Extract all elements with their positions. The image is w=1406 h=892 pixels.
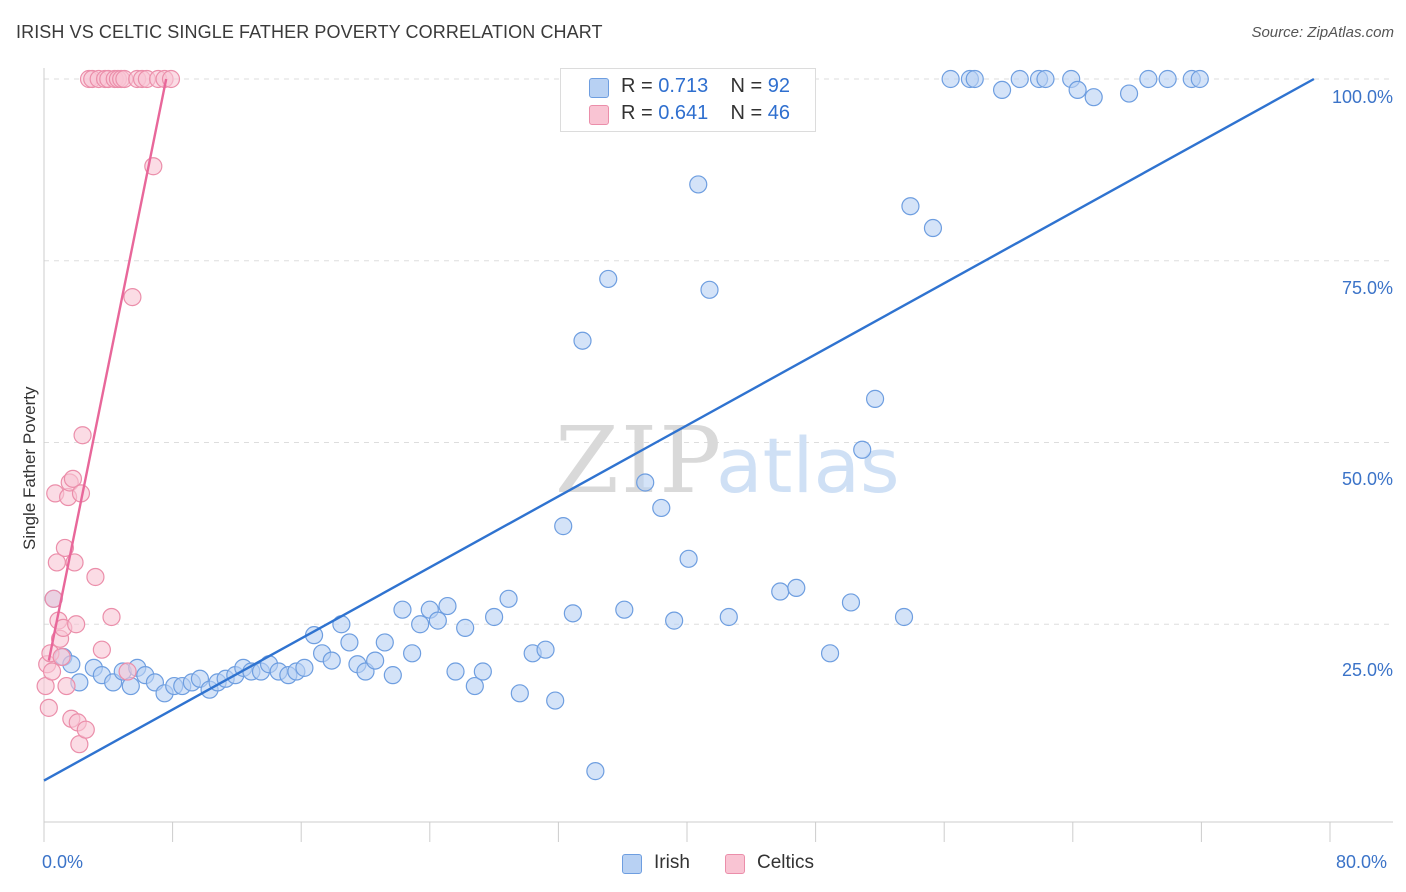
irish-point-54 — [546, 691, 565, 710]
irish-point-68 — [771, 582, 790, 601]
x-tick-max: 80.0% — [1336, 852, 1388, 872]
celtics-point-4 — [42, 662, 62, 681]
irish-point-53 — [536, 640, 555, 659]
irish-point-71 — [841, 593, 861, 612]
irish-point-76 — [923, 218, 943, 238]
celtics-point-24 — [76, 720, 95, 739]
irish-point-66 — [700, 280, 719, 299]
irish-point-51 — [510, 684, 529, 703]
irish-point-75 — [901, 197, 920, 216]
irish-point-36 — [366, 651, 385, 670]
irish-point-87 — [1119, 84, 1139, 103]
irish-point-65 — [689, 175, 708, 194]
irish-point-83 — [1036, 69, 1055, 89]
celtics-n-label: N = — [730, 102, 768, 124]
irish-point-55 — [554, 517, 573, 536]
irish-point-39 — [393, 600, 412, 619]
irish-point-47 — [465, 676, 484, 696]
irish-point-41 — [411, 615, 430, 634]
irish-r-label: R = — [621, 75, 659, 97]
irish-point-63 — [665, 611, 684, 630]
watermark-zip: ZIP — [555, 407, 723, 514]
y-tick-100: 100.0% — [1331, 87, 1393, 107]
irish-point-33 — [340, 633, 359, 652]
celtics-point-29 — [92, 640, 111, 659]
legend-irish-label: Irish — [654, 852, 690, 873]
celtics-point-19 — [67, 615, 86, 634]
irish-point-88 — [1139, 69, 1158, 89]
irish-point-48 — [473, 662, 492, 681]
irish-point-58 — [586, 762, 605, 781]
legend-celtics-label: Celtics — [757, 852, 815, 873]
celtics-stats: R = 0.641 N = 46 — [621, 102, 790, 125]
irish-point-31 — [322, 651, 341, 670]
irish-n-value: 92 — [767, 75, 791, 97]
irish-point-67 — [719, 607, 738, 627]
irish-point-57 — [573, 331, 592, 350]
irish-point-86 — [1084, 88, 1103, 107]
celtics-point-7 — [47, 553, 66, 572]
irish-point-28 — [295, 658, 314, 677]
y-tick-25: 25.0% — [1341, 660, 1393, 680]
celtics-point-17 — [63, 469, 83, 488]
irish-point-50 — [499, 589, 518, 608]
correlation-legend: R = 0.713 N = 92 R = 0.641 N = 46 — [560, 68, 816, 132]
irish-point-85 — [1068, 80, 1087, 100]
x-tick-min: 0.0% — [42, 852, 84, 872]
irish-point-49 — [485, 607, 504, 627]
irish-trendline — [43, 77, 1315, 782]
source-note: Source: ZipAtlas.com — [1251, 24, 1394, 41]
irish-point-38 — [383, 666, 402, 685]
irish-point-91 — [1190, 69, 1209, 89]
irish-point-37 — [375, 633, 394, 652]
irish-point-62 — [652, 498, 671, 518]
celtics-swatch — [589, 105, 609, 125]
irish-point-60 — [615, 600, 634, 619]
legend-celtics-swatch — [725, 854, 745, 874]
celtics-r-value: 0.641 — [658, 102, 709, 124]
y-tick-50: 50.0% — [1341, 469, 1393, 489]
watermark-atlas: atlas — [716, 421, 900, 510]
y-tick-75: 75.0% — [1341, 278, 1393, 298]
irish-point-81 — [1010, 69, 1029, 89]
irish-point-80 — [992, 80, 1012, 100]
celtics-point-12 — [55, 538, 74, 558]
irish-point-72 — [853, 440, 872, 459]
celtics-point-10 — [52, 647, 71, 667]
legend-irish-swatch — [622, 854, 642, 874]
irish-point-70 — [820, 644, 840, 663]
irish-point-64 — [679, 549, 698, 568]
irish-point-40 — [403, 644, 422, 663]
irish-point-56 — [563, 604, 582, 623]
irish-point-69 — [787, 578, 806, 598]
irish-swatch — [589, 78, 609, 98]
celtics-point-13 — [57, 676, 76, 696]
irish-point-89 — [1158, 69, 1177, 89]
irish-point-43 — [428, 611, 447, 630]
celtics-r-label: R = — [621, 102, 659, 124]
irish-n-label: N = — [730, 75, 768, 97]
celtics-n-value: 46 — [767, 102, 791, 124]
irish-point-77 — [941, 69, 960, 89]
celtics-point-2 — [39, 698, 58, 717]
irish-point-45 — [446, 662, 465, 681]
celtics-point-23 — [73, 426, 92, 445]
irish-point-46 — [456, 618, 475, 637]
irish-point-59 — [599, 269, 618, 289]
irish-point-79 — [965, 69, 984, 89]
celtics-point-37 — [118, 662, 137, 681]
chart-title: IRISH VS CELTIC SINGLE FATHER POVERTY CO… — [16, 22, 603, 42]
celtics-trendline — [47, 78, 168, 661]
celtics-point-27 — [86, 567, 105, 587]
irish-stats: R = 0.713 N = 92 — [621, 75, 790, 98]
irish-point-74 — [894, 607, 914, 627]
irish-r-value: 0.713 — [658, 75, 709, 97]
celtics-point-38 — [123, 288, 142, 307]
celtics-point-45 — [161, 69, 181, 89]
irish-point-61 — [636, 473, 655, 492]
celtics-point-32 — [102, 607, 121, 627]
irish-point-73 — [865, 389, 885, 408]
irish-point-44 — [438, 596, 457, 616]
